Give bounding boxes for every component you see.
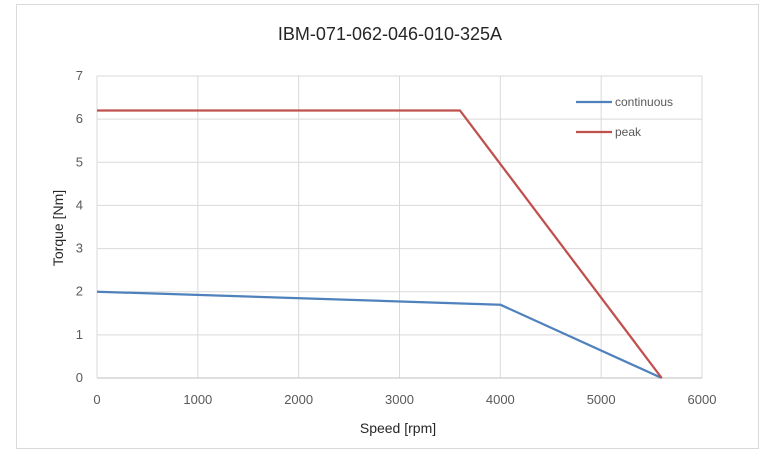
- legend-label-continuous: continuous: [615, 95, 673, 109]
- axes: [96, 76, 702, 379]
- grid-lines: [97, 75, 703, 378]
- series-lines: [96, 109, 663, 380]
- x-axis-title: Speed [rpm]: [360, 420, 436, 436]
- series-line-continuous: [96, 290, 663, 380]
- legend-label-peak: peak: [615, 125, 642, 139]
- y-tick-label: 6: [76, 111, 83, 126]
- x-tick-label: 2000: [284, 392, 313, 407]
- tick-labels: 0 1 2 3 4 5 6 7 0 1000 2000 3000 4000 5000 6000: [76, 68, 717, 407]
- y-tick-label: 0: [76, 370, 83, 385]
- x-tick-label: 5000: [587, 392, 616, 407]
- y-tick-label: 7: [76, 68, 83, 83]
- y-tick-label: 2: [76, 284, 83, 299]
- x-tick-label: 3000: [385, 392, 414, 407]
- series-line-peak: [97, 109, 663, 379]
- y-axis-title: Torque [Nm]: [50, 190, 66, 266]
- y-tick-label: 4: [76, 197, 83, 212]
- x-tick-label: 4000: [486, 392, 515, 407]
- x-tick-label: 1000: [183, 392, 212, 407]
- x-tick-label: 6000: [688, 392, 717, 407]
- chart-frame: [16, 4, 759, 449]
- x-tick-label: 0: [93, 392, 100, 407]
- legend: continuous peak: [576, 95, 673, 139]
- chart-title: IBM-071-062-046-010-325A: [278, 24, 502, 44]
- y-tick-label: 1: [76, 327, 83, 342]
- y-tick-label: 5: [76, 154, 83, 169]
- y-tick-label: 3: [76, 241, 83, 256]
